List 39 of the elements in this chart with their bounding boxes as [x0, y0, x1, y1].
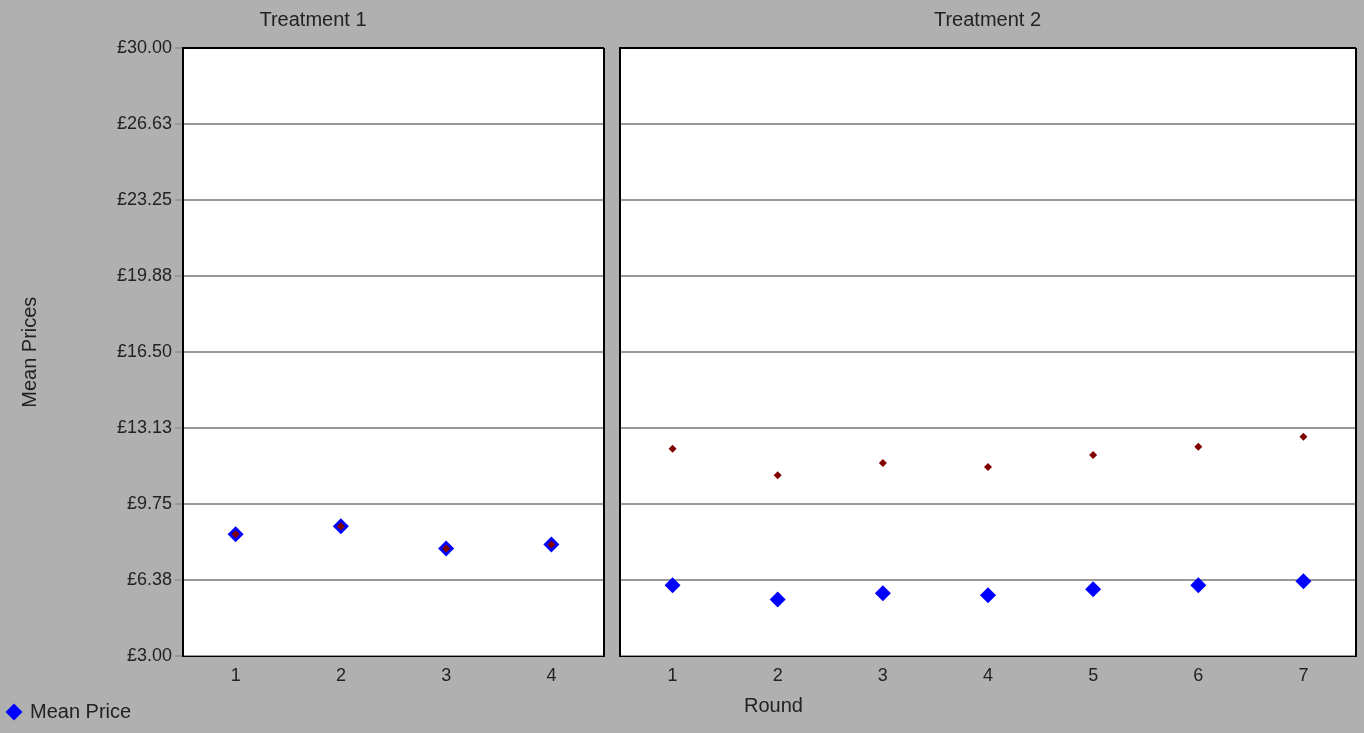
point: [1295, 573, 1312, 590]
point: [874, 585, 891, 602]
chart-title: Treatment 1: [259, 7, 367, 30]
point: [980, 587, 996, 604]
x-tick-label: 5: [1088, 665, 1099, 686]
y-tick-label: £16.50: [116, 341, 172, 362]
x-tick-label: 3: [441, 665, 452, 686]
point: [984, 463, 992, 472]
y-tick-label: £9.75: [126, 493, 172, 514]
x-tick-label: 3: [877, 665, 888, 686]
point: [1299, 432, 1308, 441]
point: [878, 459, 887, 468]
point: [773, 471, 782, 480]
point: [769, 591, 786, 608]
point: [1190, 577, 1207, 594]
y-tick-label: £30.00: [116, 36, 172, 57]
x-tick-label: 1: [667, 665, 678, 686]
x-tick-label: 6: [1193, 665, 1204, 686]
chart-title: Treatment 2: [933, 7, 1042, 30]
x-axis-title: Round: [744, 694, 803, 717]
y-tick-label: £26.63: [116, 113, 172, 134]
y-tick-label: £23.25: [116, 189, 172, 210]
point: [1085, 581, 1102, 598]
legend-label: Mean Price: [30, 700, 132, 723]
y-tick-label: £13.13: [116, 417, 172, 438]
point: [1089, 450, 1098, 459]
point: [664, 577, 681, 594]
y-axis-title: Mean Prices: [17, 296, 40, 408]
y-tick-label: £3.00: [126, 645, 172, 666]
x-tick-label: 7: [1298, 665, 1309, 686]
x-tick-label: 4: [546, 665, 557, 686]
point: [668, 444, 677, 453]
y-tick-label: £19.88: [116, 265, 172, 286]
x-tick-label: 4: [982, 665, 994, 686]
x-tick-label: 2: [335, 665, 346, 686]
point: [1194, 442, 1203, 451]
y-tick-label: £6.38: [126, 569, 172, 590]
x-tick-label: 2: [772, 665, 783, 686]
x-tick-label: 1: [230, 665, 241, 686]
